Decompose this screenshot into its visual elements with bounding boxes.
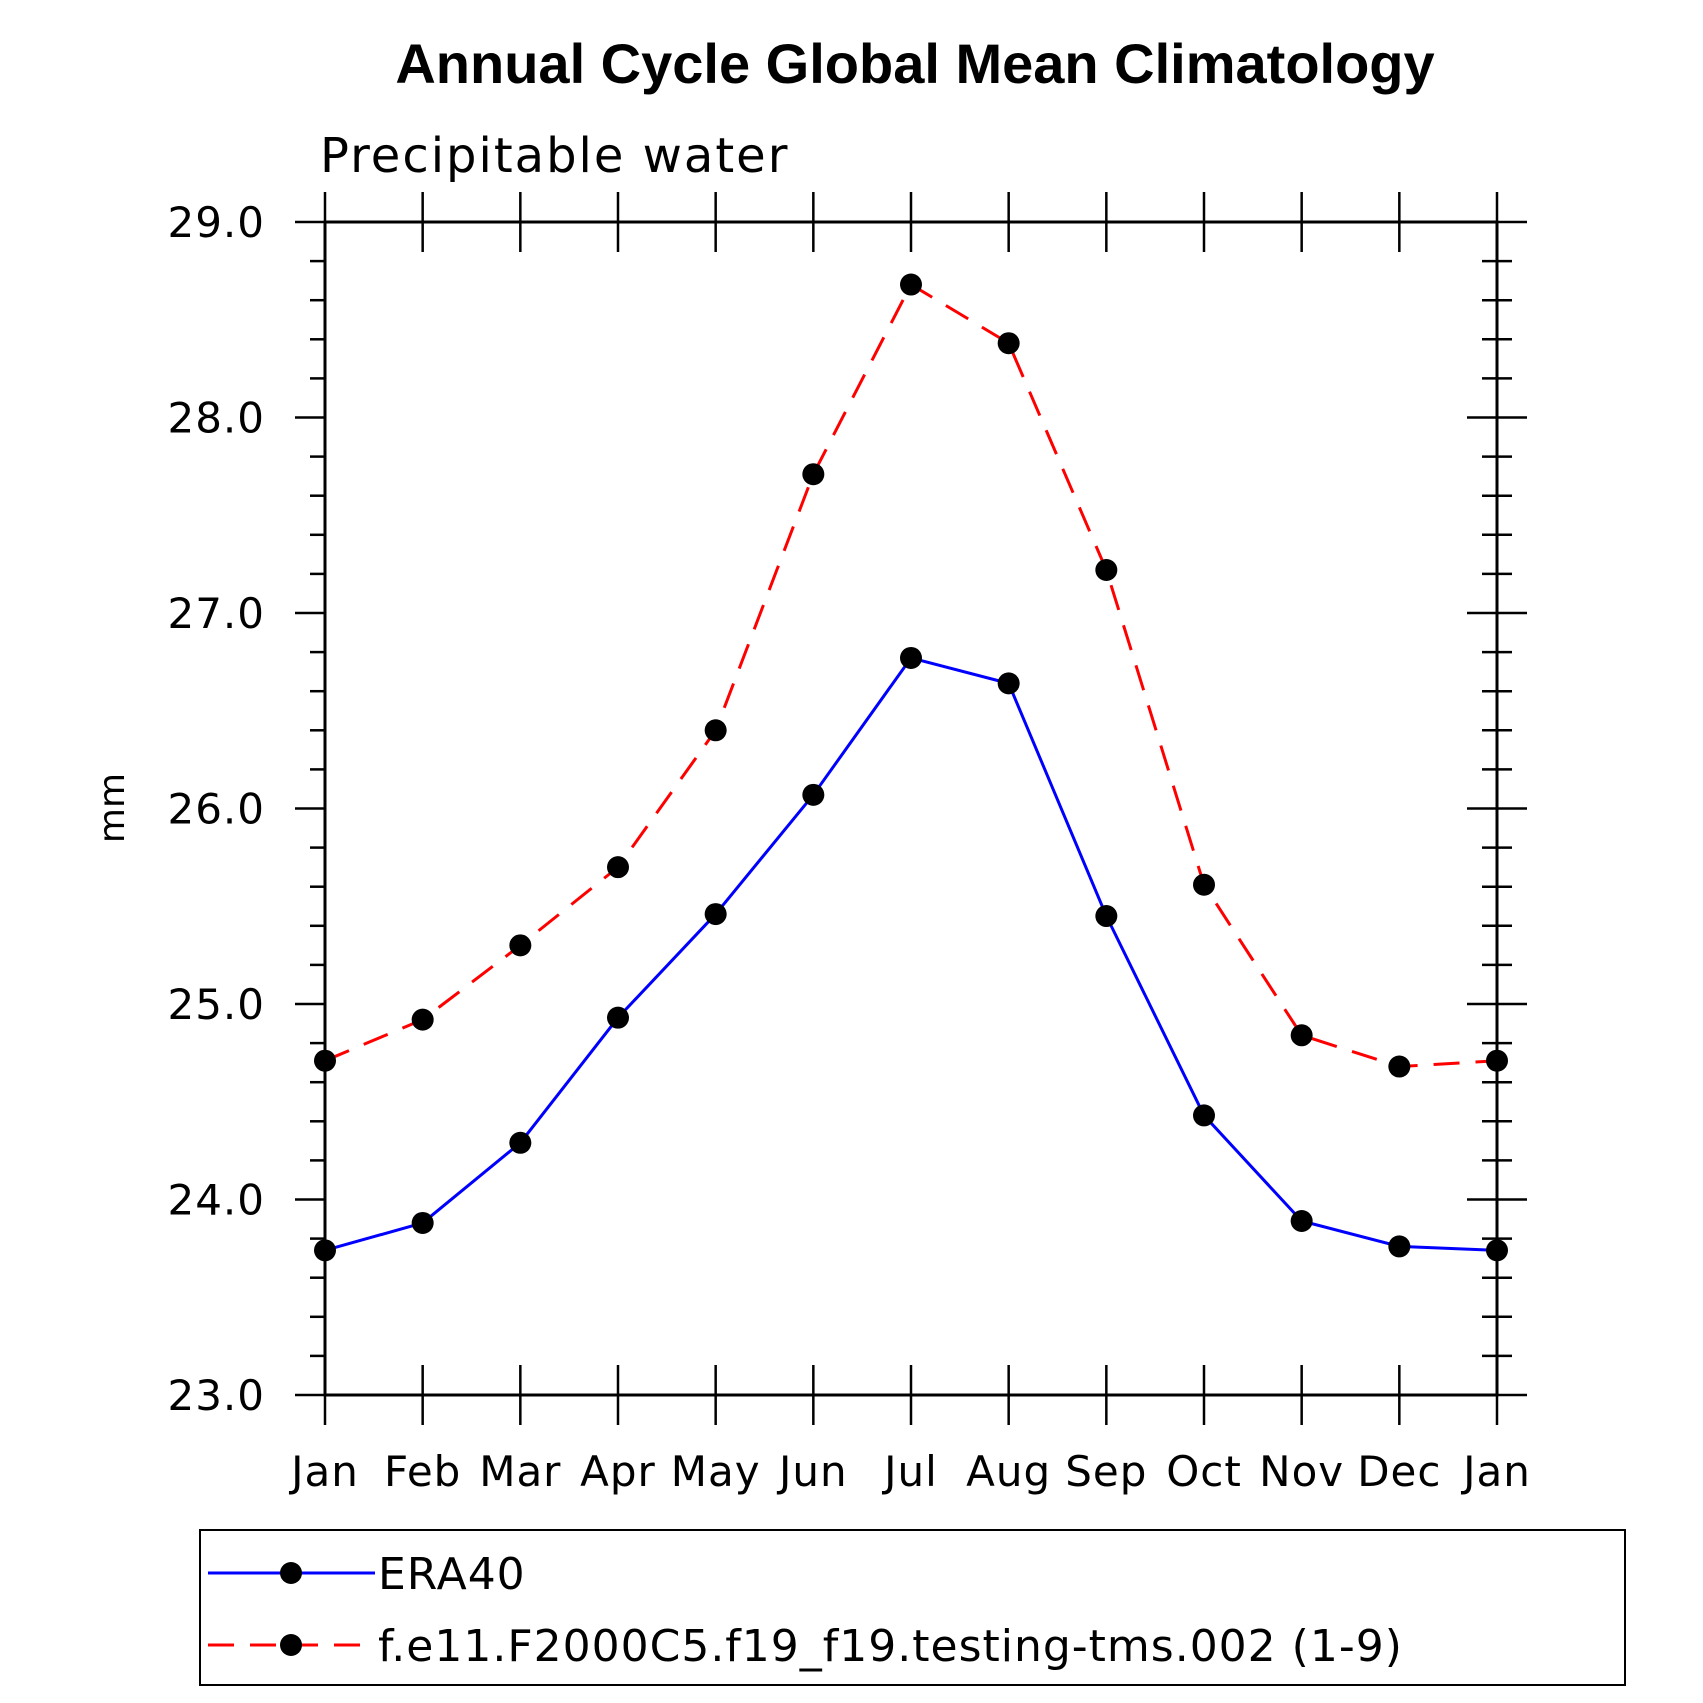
legend-marker-1 xyxy=(280,1634,302,1656)
series-0-point xyxy=(704,903,727,926)
series-1-point xyxy=(802,463,825,486)
x-tick-label: Jan xyxy=(288,1447,359,1496)
series-1-point xyxy=(607,856,629,879)
series-1-point xyxy=(1486,1049,1508,1072)
series-0-point xyxy=(1290,1210,1313,1233)
y-tick-label: 23.0 xyxy=(167,1371,265,1420)
series-1-point xyxy=(1193,873,1215,896)
x-tick-label: Sep xyxy=(1065,1447,1147,1496)
series-1-point xyxy=(704,719,727,742)
x-tick-label: Mar xyxy=(479,1447,561,1496)
series-0-point xyxy=(607,1006,629,1029)
series-0-point xyxy=(1388,1235,1411,1258)
series-1-point xyxy=(509,934,532,957)
legend-label-0: ERA40 xyxy=(378,1549,526,1600)
x-tick-label: Jun xyxy=(776,1447,848,1496)
series-0-point xyxy=(1095,905,1118,928)
x-tick-label: Nov xyxy=(1259,1447,1344,1496)
series-line-1 xyxy=(324,283,1498,1069)
plot-frame xyxy=(323,220,1499,1397)
x-tick-label: Oct xyxy=(1166,1447,1242,1496)
series-1-point xyxy=(1095,558,1118,581)
series-0-point xyxy=(314,1239,336,1262)
y-tick-label: 29.0 xyxy=(167,198,265,247)
series-0-point xyxy=(411,1211,434,1234)
y-tick-label: 26.0 xyxy=(167,785,265,834)
x-tick-label: Apr xyxy=(580,1447,656,1496)
y-tick-label: 25.0 xyxy=(167,980,265,1029)
series-1-point xyxy=(1290,1024,1313,1047)
legend-box xyxy=(199,1529,1626,1686)
series-1-point xyxy=(411,1008,434,1031)
plot-area: 23.0 24.0 25.0 26.0 27.0 28.0 29.0 Jan Feb Mar Apr… xyxy=(167,192,1530,1496)
series-0-point xyxy=(509,1131,532,1154)
series-1-point xyxy=(1388,1055,1411,1078)
series-0-point xyxy=(1193,1104,1215,1127)
series-1-point xyxy=(900,273,922,296)
x-tick-label: May xyxy=(671,1447,761,1496)
legend-label-1: f.e11.F2000C5.f19_f19.testing-tms.002 (1… xyxy=(378,1621,1403,1672)
legend-marker-0 xyxy=(280,1562,302,1584)
series-0-point xyxy=(802,783,825,806)
y-tick-label: 27.0 xyxy=(167,589,265,638)
x-tick-label: Jan xyxy=(1460,1447,1531,1496)
x-tick-label: Jul xyxy=(881,1447,938,1496)
x-tick-label: Aug xyxy=(966,1447,1051,1496)
x-tick-label: Feb xyxy=(384,1447,461,1496)
series-1-point xyxy=(314,1049,336,1072)
x-tick-label: Dec xyxy=(1357,1447,1441,1496)
y-tick-label: 28.0 xyxy=(167,394,265,443)
series-1-point xyxy=(997,332,1020,355)
chart-subtitle: Precipitable water xyxy=(320,128,789,184)
chart-title: Annual Cycle Global Mean Climatology xyxy=(395,32,1434,95)
series-0-point xyxy=(900,646,922,669)
series-line-0 xyxy=(324,656,1498,1252)
series-0-point xyxy=(997,672,1020,695)
y-tick-label: 24.0 xyxy=(167,1176,265,1225)
series-0-point xyxy=(1486,1239,1508,1262)
y-axis-label: mm xyxy=(92,773,133,843)
legend: ERA40 f.e11.F2000C5.f19_f19.testing-tms.0… xyxy=(199,1529,1626,1686)
